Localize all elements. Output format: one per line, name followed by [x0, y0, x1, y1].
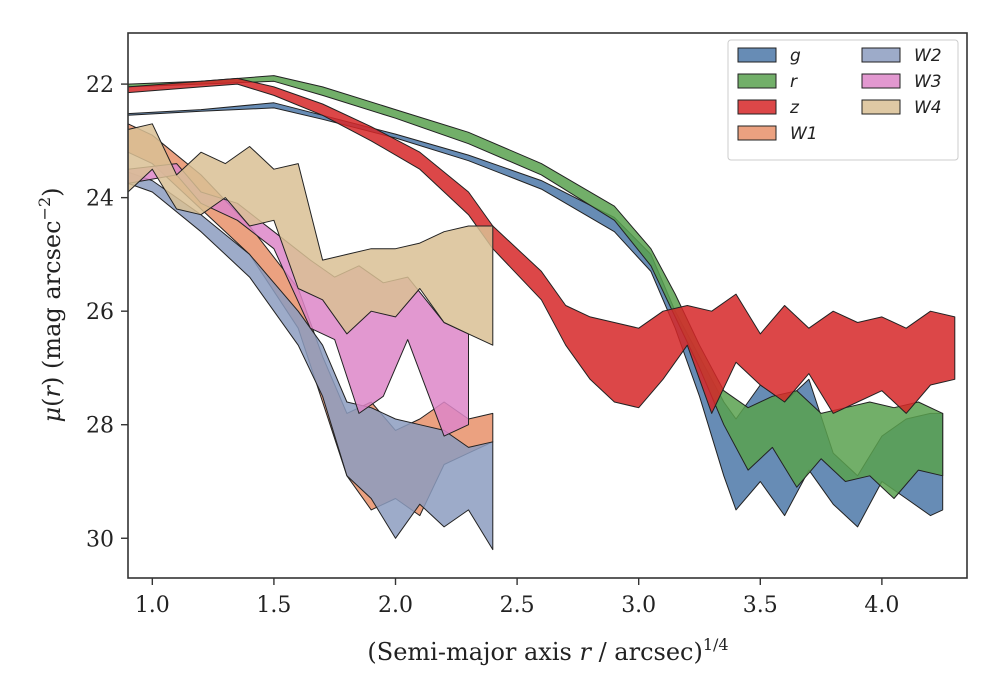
legend-swatch-W3: [861, 73, 901, 89]
y-axis-ticks: 22 24 26 28 30: [86, 73, 128, 552]
legend-label-W1: W1: [790, 124, 818, 144]
x-tick-label: 2.5: [500, 593, 535, 618]
legend-box: [727, 39, 959, 161]
legend-swatch-z: [737, 99, 777, 115]
y-axis-title: μ(r) (mag arcsec−2): [35, 187, 66, 422]
x-tick-label: 3.0: [621, 593, 656, 618]
x-tick-label: 2.0: [378, 593, 413, 618]
y-tick-label: 30: [86, 527, 114, 552]
x-tick-label: 3.5: [743, 593, 778, 618]
band-W2: [127, 171, 494, 551]
band-W3: [127, 163, 469, 437]
legend-label-W2: W2: [914, 46, 942, 66]
x-tick-label: 1.5: [256, 593, 291, 618]
band-W4: [127, 123, 494, 346]
legend: grz W1 W2 W3 W4: [727, 39, 959, 161]
x-tick-label: 4.0: [864, 593, 899, 618]
x-axis-ticks: 1.0 1.5 2.0 2.5 3.0 3.5 4.0: [135, 578, 899, 618]
x-tick-label: 1.0: [135, 593, 170, 618]
legend-label-g: g: [790, 46, 801, 66]
legend-label-z: z: [789, 98, 800, 118]
band-r: [127, 75, 944, 499]
legend-label-W3: W3: [914, 72, 942, 92]
plot-frame: [127, 32, 968, 579]
legend-label-W4: W4: [914, 98, 942, 118]
y-tick-label: 26: [86, 300, 114, 325]
chart-bands: [127, 75, 956, 551]
y-tick-label: 22: [86, 73, 114, 98]
legend-swatch-W2: [861, 47, 901, 63]
legend-swatch-r: [737, 73, 777, 89]
legend-label-r: r: [790, 72, 798, 92]
y-tick-label: 28: [86, 414, 114, 439]
legend-swatch-W1: [737, 125, 777, 141]
legend-swatch-W4: [861, 99, 901, 115]
x-axis-title: (Semi-major axis r / arcsec)1/4: [367, 635, 728, 666]
y-tick-label: 24: [86, 187, 114, 212]
legend-swatch-g: [737, 47, 777, 63]
